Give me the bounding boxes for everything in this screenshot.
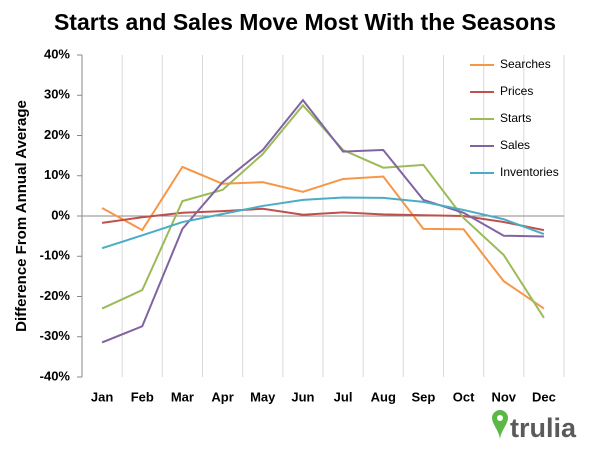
- y-tick-label: -20%: [40, 288, 71, 303]
- legend-label: Prices: [500, 84, 533, 98]
- legend-label: Sales: [500, 138, 530, 152]
- logo: trulia: [492, 410, 577, 443]
- y-tick-label: 0%: [51, 207, 70, 222]
- series-line: [101, 98, 544, 344]
- y-tick-label: 20%: [44, 127, 70, 142]
- x-tick-label: Dec: [532, 389, 556, 404]
- y-tick-label: 30%: [44, 87, 70, 102]
- series-line: [101, 196, 545, 250]
- x-tick-label: Jan: [91, 389, 113, 404]
- y-tick-label: 10%: [44, 167, 70, 182]
- y-tick-label: 40%: [44, 46, 70, 61]
- x-tick-label: Nov: [491, 389, 516, 404]
- series-line: [101, 103, 545, 319]
- x-tick-label: Oct: [453, 389, 475, 404]
- x-tick-label: Feb: [131, 389, 154, 404]
- logo-pin-hole: [497, 415, 503, 421]
- series-line: [101, 165, 545, 310]
- logo-pin: [492, 410, 508, 440]
- y-tick-label: -40%: [40, 368, 71, 383]
- logo-text: trulia: [510, 413, 577, 443]
- y-axis-label: Difference From Annual Average: [13, 100, 30, 332]
- y-tick-label: -30%: [40, 328, 71, 343]
- x-tick-label: Apr: [211, 389, 233, 404]
- x-tick-label: Jun: [291, 389, 314, 404]
- x-tick-label: Mar: [171, 389, 194, 404]
- x-tick-label: Jul: [334, 389, 353, 404]
- legend-label: Starts: [500, 111, 531, 125]
- legend-label: Searches: [500, 57, 551, 71]
- x-tick-label: Aug: [371, 389, 396, 404]
- chart-title: Starts and Sales Move Most With the Seas…: [54, 9, 556, 35]
- x-tick-label: May: [250, 389, 276, 404]
- y-tick-label: -10%: [40, 248, 71, 263]
- legend-label: Inventories: [500, 165, 559, 179]
- x-tick-label: Sep: [411, 389, 435, 404]
